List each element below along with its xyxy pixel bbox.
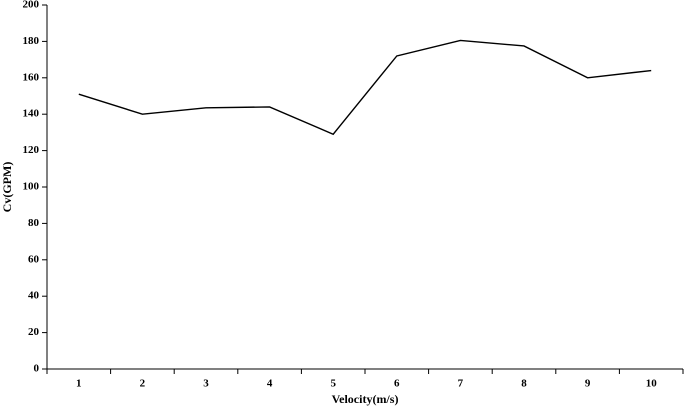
y-tick-label: 180: [23, 35, 40, 47]
x-tick-label: 5: [330, 378, 336, 390]
y-tick-label: 0: [34, 363, 40, 375]
x-tick-label: 4: [267, 378, 273, 390]
y-tick-label: 140: [23, 108, 40, 120]
x-tick-label: 9: [585, 378, 591, 390]
y-tick-label: 60: [28, 253, 40, 265]
x-tick-label: 2: [140, 378, 146, 390]
x-tick-label: 10: [646, 378, 658, 390]
y-tick-label: 20: [28, 326, 40, 338]
y-tick-label: 120: [23, 144, 40, 156]
x-axis-label: Velocity(m/s): [332, 392, 399, 406]
y-axis-label: Cv(GPM): [0, 162, 14, 213]
x-tick-label: 6: [394, 378, 400, 390]
x-tick-label: 3: [203, 378, 209, 390]
x-tick-label: 8: [521, 378, 527, 390]
data-line: [78, 39, 652, 136]
x-tick-label: 7: [458, 378, 464, 390]
y-tick-label: 80: [28, 217, 40, 229]
y-tick-label: 40: [28, 290, 40, 302]
y-tick-label: 100: [23, 181, 40, 193]
y-tick-label: 160: [23, 71, 40, 83]
x-tick-label: 1: [76, 378, 82, 390]
y-tick-label: 200: [23, 0, 40, 11]
